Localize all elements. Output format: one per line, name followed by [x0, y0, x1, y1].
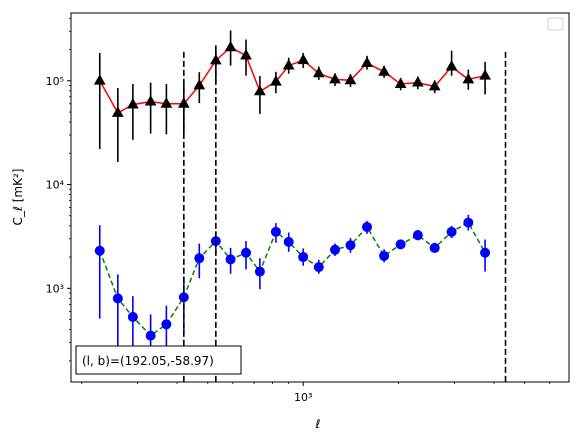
annotation-box: (l, b)=(192.05,-58.97)	[75, 345, 242, 375]
series-1-point	[479, 69, 491, 80]
series-1-point	[193, 79, 206, 90]
series-1-point	[344, 73, 357, 85]
series-1-point	[378, 65, 390, 76]
y-tick-label: 10⁴	[46, 179, 65, 192]
series-2-point	[194, 253, 205, 264]
series-2-point	[446, 226, 457, 237]
series-1-point	[270, 75, 282, 86]
series-2-point	[283, 236, 294, 247]
annotation-text: (l, b)=(192.05,-58.97)	[82, 354, 214, 368]
series-1-point	[111, 106, 124, 117]
series-1-point	[160, 97, 173, 108]
series-1-point	[428, 80, 441, 91]
series-1-point	[127, 98, 139, 109]
series-1	[93, 30, 491, 162]
series-1-point	[224, 40, 237, 52]
y-tick-label: 10⁵	[46, 75, 64, 88]
y-tick-label: 10³	[46, 282, 64, 295]
series-1-point	[411, 76, 424, 87]
series-2-point	[313, 262, 324, 273]
series-2-point	[94, 245, 105, 256]
series-1-point	[254, 84, 266, 96]
series-1-point	[462, 72, 475, 84]
series-2-point	[463, 217, 474, 228]
series-1-point	[361, 56, 373, 68]
series-2-point	[429, 242, 440, 253]
series-1-point	[282, 59, 295, 70]
series-1-point	[297, 53, 310, 65]
x-axis-label: ℓ	[315, 417, 321, 431]
series-2-point	[145, 330, 156, 341]
series-2-point	[330, 244, 341, 255]
plot-area	[71, 13, 569, 382]
series-1-point	[144, 95, 157, 106]
series-1-point	[209, 53, 222, 65]
series-2-point	[254, 266, 265, 277]
legend-box	[547, 17, 564, 31]
plot-frame	[70, 12, 570, 383]
series-2-point	[241, 247, 252, 258]
y-axis-label: C_ℓ [mK²]	[11, 169, 25, 226]
axis-ticks: 10³ 10⁴ 10⁵ 10³	[46, 17, 551, 404]
series-2-point	[480, 247, 491, 258]
series-1-point	[240, 49, 252, 60]
series-2-point	[362, 221, 373, 232]
series-2-point	[379, 250, 390, 261]
x-tick-label: 10³	[294, 391, 312, 404]
series-1-point	[329, 72, 341, 84]
annotation-frame	[75, 345, 242, 375]
series-2-point	[395, 239, 406, 250]
series-2-point	[412, 230, 423, 241]
series-2-point	[345, 240, 356, 251]
series-2-point	[127, 311, 138, 322]
series-2-point	[298, 252, 309, 263]
series-1-point	[312, 66, 325, 78]
series-2-point	[161, 319, 172, 330]
series-2-point	[225, 254, 236, 265]
series-2-point	[112, 293, 123, 304]
series-1-point	[445, 60, 458, 71]
series-1-point	[394, 77, 407, 88]
series-2-point	[270, 226, 281, 237]
series-1-point	[93, 74, 106, 85]
vertical-lines	[183, 51, 507, 382]
